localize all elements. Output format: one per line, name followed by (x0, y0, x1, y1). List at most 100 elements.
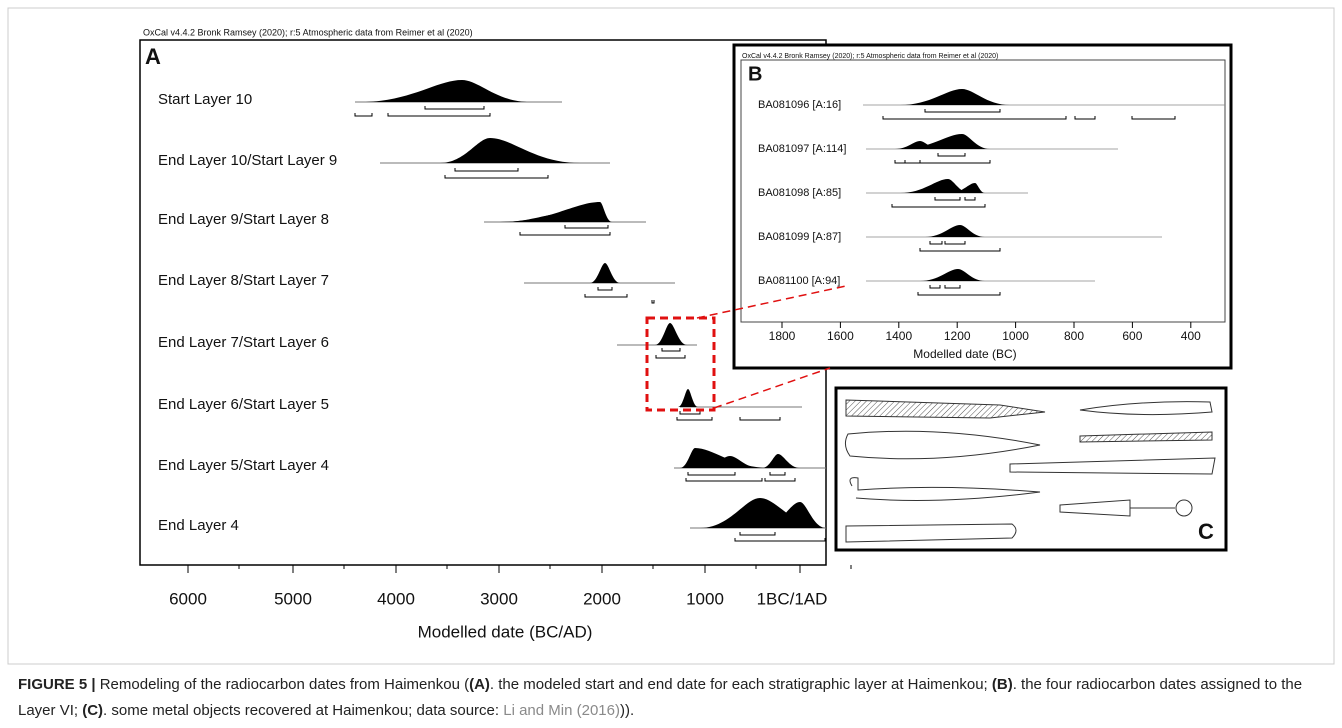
object (1059, 499, 1175, 517)
range-bracket (882, 116, 1067, 120)
tick-label: 800 (1064, 329, 1084, 343)
range-bracket (424, 106, 485, 110)
range-bracket (764, 478, 796, 482)
distribution (360, 80, 530, 102)
panel-header: OxCal v4.4.2 Bronk Ramsey (2020); r:5 At… (742, 53, 998, 60)
row-label: BA081100 [A:94] (758, 275, 840, 287)
range-bracket (444, 175, 549, 179)
panel-b: OxCal v4.4.2 Bronk Ramsey (2020); r:5 At… (732, 43, 1233, 370)
object (849, 477, 1041, 501)
panel-a: OxCal v4.4.2 Bronk Ramsey (2020); r:5 At… (139, 27, 852, 641)
distribution (590, 263, 620, 283)
range-bracket (564, 225, 609, 229)
distribution (700, 456, 760, 468)
range-bracket (454, 168, 519, 172)
tick-label: 3000 (480, 589, 518, 608)
reference-link[interactable]: Li and Min (2016) (503, 702, 620, 719)
distribution (900, 134, 990, 149)
axis-title: Modelled date (BC/AD) (418, 622, 593, 641)
object (1079, 431, 1213, 443)
zoom-indicator (645, 285, 847, 412)
panel-a-frame (139, 39, 827, 566)
range-bracket (934, 197, 961, 201)
row-label: BA081097 [A:114] (758, 143, 846, 155)
distribution (900, 89, 1010, 105)
tick-label: 1200 (944, 329, 971, 343)
range-bracket (944, 285, 961, 289)
range-bracket (734, 538, 826, 542)
tick-label: 1400 (885, 329, 912, 343)
range-bracket (584, 294, 628, 298)
tick-label: 1000 (686, 589, 724, 608)
range-bracket (904, 160, 921, 164)
tick-label: 2000 (583, 589, 621, 608)
range-bracket (655, 355, 686, 359)
caption: FIGURE 5 | Remodeling of the radiocarbon… (18, 672, 1318, 724)
caption-text: . some metal objects recovered at Haimen… (103, 702, 504, 719)
axis-title: Modelled date (BC) (913, 347, 1016, 361)
range-bracket (1074, 116, 1096, 120)
distribution (762, 454, 800, 468)
range-bracket (739, 417, 781, 421)
metal-objects (844, 399, 1216, 543)
caption-text: (B) (991, 676, 1013, 693)
panel-letter: C (1198, 519, 1214, 544)
caption-text: (A) (469, 676, 490, 693)
panel-header: OxCal v4.4.2 Bronk Ramsey (2020); r:5 At… (143, 27, 473, 37)
row-label: End Layer 9/Start Layer 8 (158, 211, 329, 228)
range-bracket (919, 248, 1001, 252)
range-bracket (1131, 116, 1176, 120)
caption-text: . the modeled start and end date for eac… (489, 676, 992, 693)
range-bracket (937, 153, 966, 157)
zoom-box (645, 316, 716, 412)
object (1175, 499, 1193, 517)
object (844, 430, 1041, 460)
row-label: End Layer 8/Start Layer 7 (158, 272, 329, 289)
range-bracket (964, 197, 976, 201)
distribution (500, 202, 612, 222)
distribution (500, 214, 600, 222)
range-bracket (924, 109, 1001, 113)
range-bracket (651, 300, 655, 304)
row-label: BA081098 [A:85] (758, 187, 841, 199)
range-bracket (769, 472, 786, 476)
range-bracket (944, 241, 966, 245)
tick-label: 1000 (1002, 329, 1029, 343)
object (1009, 457, 1216, 475)
caption-text: Remodeling of the radiocarbon dates from… (99, 676, 470, 693)
figure-frame (7, 7, 1335, 665)
distribution (900, 179, 970, 193)
range-bracket (519, 232, 611, 236)
caption-label: FIGURE 5 | (18, 676, 96, 693)
range-bracket (597, 287, 613, 291)
range-bracket (894, 160, 991, 164)
object (845, 399, 1046, 419)
row-label: Start Layer 10 (158, 91, 252, 108)
caption-text: . the four radiocarbon dates assigned to… (18, 676, 1303, 719)
panel-letter: B (748, 63, 762, 85)
tick-label: 1800 (769, 329, 796, 343)
caption-text: (C) (82, 702, 104, 719)
distribution (950, 183, 985, 193)
row-label: BA081096 [A:16] (758, 99, 841, 111)
range-bracket (354, 113, 373, 117)
panel-letter: A (145, 44, 161, 69)
distribution (920, 269, 985, 281)
object (845, 523, 1017, 543)
distribution (925, 225, 985, 237)
row-label: End Layer 5/Start Layer 4 (158, 457, 329, 474)
range-bracket (676, 417, 713, 421)
range-bracket (387, 113, 491, 117)
range-bracket (687, 472, 736, 476)
range-bracket (929, 241, 943, 245)
figure: OxCal v4.4.2 Bronk Ramsey (2020); r:5 At… (7, 7, 1335, 665)
panel-c: C (834, 386, 1228, 552)
range-bracket (679, 411, 701, 415)
range-bracket (739, 532, 776, 536)
caption-text: )). (619, 702, 635, 719)
row-label: End Layer 10/Start Layer 9 (158, 152, 337, 169)
distribution (440, 138, 580, 163)
tick-label: 600 (1122, 329, 1142, 343)
tick-label: 1BC/1AD (757, 589, 828, 608)
